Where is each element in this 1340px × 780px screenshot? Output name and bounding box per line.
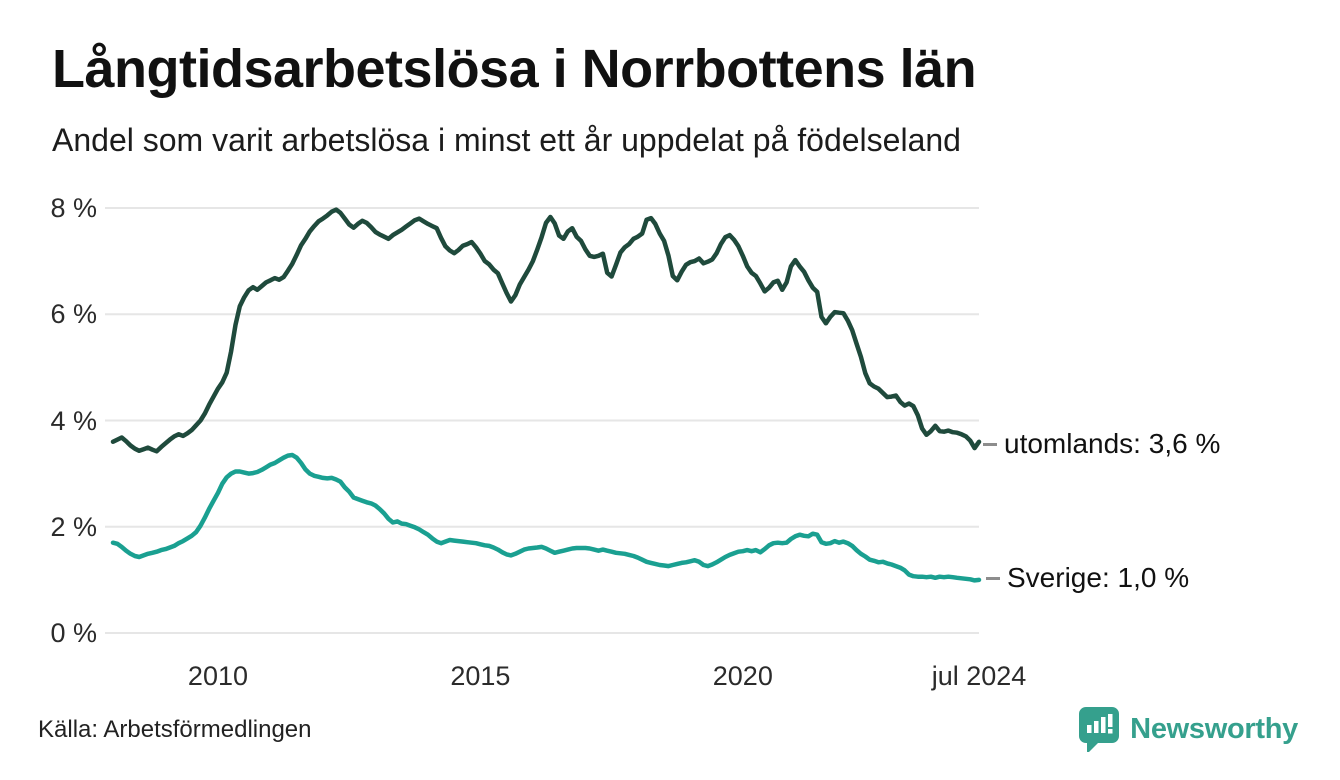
x-tick-label: 2015 [450,661,511,691]
x-tick-label: 2010 [187,661,249,691]
y-tick-label: 6 % [50,299,97,330]
y-tick-label: 8 % [50,193,97,223]
y-tick-label: 2 % [50,511,97,542]
source-note: Källa: Arbetsförmedlingen [38,716,312,743]
chart-subtitle: Andel som varit arbetslösa i minst ett å… [52,122,961,158]
leader-dash-icon [983,442,997,446]
newsworthy-bubble-chart-icon [1079,707,1120,752]
newsworthy-logo-text: Newsworthy [1130,712,1298,745]
chart-title: Långtidsarbetslösa i Norrbottens län [52,39,977,99]
x-tick-label: 2020 [712,661,773,691]
series-label-sverige-text: Sverige: 1,0 % [1007,562,1190,593]
newsworthy-logo: Newsworthy [1078,706,1298,752]
series-line-utomlands [110,207,982,454]
series-label-sverige: Sverige: 1,0 % [986,558,1189,598]
y-tick-label: 4 % [50,405,97,436]
leader-dash-icon [986,576,1000,580]
series-line-Sverige [110,452,982,583]
series-label-utomlands: utomlands: 3,6 % [983,424,1220,464]
y-tick-label: 0 % [50,618,97,648]
series-label-utomlands-text: utomlands: 3,6 % [1004,428,1221,459]
x-tick-label: jul 2024 [931,661,1027,691]
